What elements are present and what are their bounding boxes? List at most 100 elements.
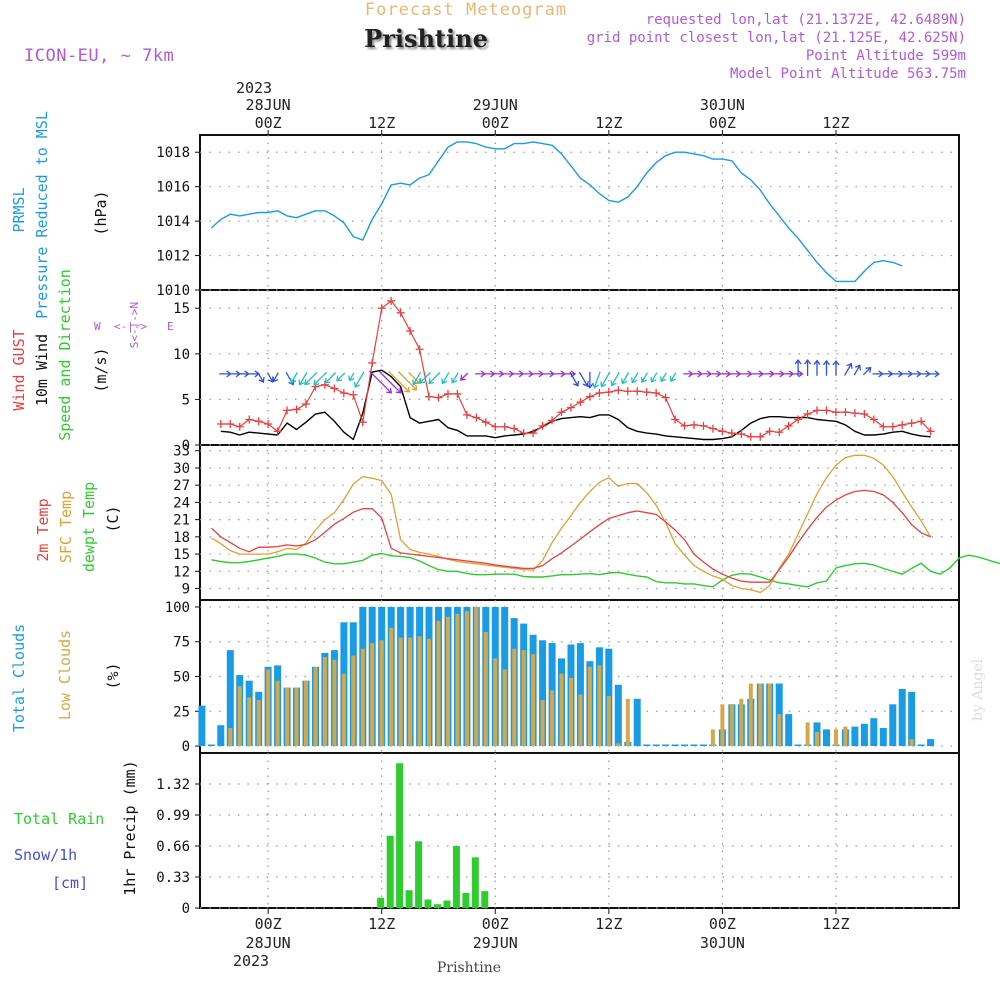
clouds-tick-label: 0: [182, 739, 190, 755]
point-altitude: Point Altitude 599m: [806, 48, 966, 64]
pressure-unit-label: (hPa): [92, 190, 110, 235]
clouds-tick-label: 25: [173, 704, 190, 720]
watermark: by Angel: [970, 658, 986, 721]
top-axis-year: 2023: [236, 79, 272, 97]
gust-marker: [301, 399, 310, 408]
total-cloud-bar: [633, 698, 641, 747]
wind-direction-arrow: [460, 372, 469, 381]
gust-marker: [831, 408, 840, 417]
gust-marker: [273, 427, 282, 436]
total-cloud-bar: [576, 643, 584, 746]
total-cloud-bar: [785, 714, 793, 747]
low-cloud-bar: [370, 643, 375, 746]
requested-coords: requested lon,lat (21.1372E, 42.6489N): [646, 12, 966, 28]
rain-bar: [443, 900, 451, 908]
gust-marker: [585, 392, 594, 401]
snow-label: Snow/1h: [14, 846, 77, 864]
wind-direction-arrow: [441, 372, 450, 385]
gust-marker: [557, 408, 566, 417]
rain-bar: [415, 841, 423, 908]
rain-bar: [396, 763, 404, 908]
low-cloud-bar: [360, 648, 365, 747]
total-cloud-bar: [614, 684, 622, 746]
low-cloud-bar: [256, 700, 261, 746]
low-cloud-bar: [247, 697, 252, 747]
wind-direction-arrow: [578, 371, 589, 388]
top-axis-hour: 00Z: [709, 114, 736, 132]
low-cloud-bar: [578, 694, 583, 747]
precipitation-tick-label: 0: [182, 901, 190, 917]
total-rain-label: Total Rain: [14, 810, 104, 828]
wind-direction-arrow: [522, 370, 534, 378]
wind-tick-label: 10: [173, 347, 190, 363]
wind-direction-arrow: [721, 370, 732, 378]
wind-direction-arrow: [336, 372, 346, 382]
gust-marker: [879, 422, 888, 431]
sfc-temp-line: [211, 454, 932, 594]
low-cloud-bar: [569, 677, 573, 747]
top-axis-date: 29JUN: [473, 96, 518, 114]
low-cloud-bar: [758, 683, 763, 747]
top-axis-date: 28JUN: [246, 96, 291, 114]
low-cloud-bar: [493, 658, 498, 746]
rain-bar: [481, 891, 489, 908]
gust-marker: [330, 384, 339, 393]
bottom-axis-hour: 00Z: [709, 915, 736, 933]
low-cloud-bar: [313, 666, 318, 747]
top-axis-hour: 12Z: [595, 114, 622, 132]
wind-direction-arrow: [586, 371, 594, 389]
wind-direction-arrow: [397, 371, 418, 391]
clouds-panel: Total Clouds Low Clouds (%) by Angel 0 25…: [10, 600, 986, 755]
low-cloud-bar: [332, 659, 337, 746]
wind-direction-arrow: [919, 370, 931, 378]
low-cloud-bar: [341, 673, 346, 746]
wind-direction-arrow: [853, 364, 862, 376]
low-cloud-bar: [228, 728, 233, 747]
wind-direction-arrow: [669, 372, 677, 383]
bottom-axis-hour: 12Z: [368, 915, 395, 933]
total-cloud-bar: [889, 704, 897, 746]
temperature-tick-label: 18: [173, 530, 190, 546]
wind-direction-arrow: [298, 371, 308, 386]
low-cloud-bar: [464, 611, 469, 746]
wind-direction-arrow: [304, 371, 318, 386]
wind-direction-arrow: [786, 370, 804, 378]
bottom-axis-hour: 12Z: [822, 915, 849, 933]
wind-direction-arrow: [650, 372, 658, 383]
rain-bar: [424, 899, 432, 908]
low-cloud-bar: [909, 739, 914, 747]
legend-vertical-arrow: <-|->: [128, 308, 141, 341]
wind-direction-arrow: [631, 372, 639, 384]
low-cloud-bar: [389, 627, 394, 746]
gust-marker: [415, 345, 424, 354]
temperature-tick-label: 24: [173, 495, 190, 511]
gust-marker: [898, 420, 907, 429]
gust-marker: [794, 415, 803, 424]
gust-marker: [349, 390, 358, 399]
low-cloud-bar: [521, 650, 526, 747]
wind-direction-arrow: [353, 371, 365, 388]
wind-direction-arrow: [290, 372, 298, 384]
low-cloud-bar: [408, 637, 413, 747]
total-cloud-bar: [823, 729, 830, 747]
dewpoint-line: [211, 552, 1000, 588]
wind-direction-arrow: [832, 360, 840, 376]
model-label: ICON-EU, ~ 7km: [24, 46, 174, 66]
gust-marker: [642, 388, 651, 397]
low-cloud-bar: [767, 683, 772, 747]
temperature-tick-label: 9: [182, 582, 190, 598]
total-cloud-bar: [226, 650, 234, 747]
temperature-tick-label: 30: [173, 461, 190, 477]
low-cloud-bar: [720, 704, 725, 746]
low-cloud-bar: [483, 632, 488, 747]
gust-marker: [850, 409, 859, 418]
total-cloud-bar: [652, 744, 660, 746]
panel-frame: [199, 289, 960, 446]
wind-direction-arrow: [324, 372, 337, 384]
pressure-panel: PRMSL Pressure Reduced to MSL (hPa) 1010…: [10, 111, 959, 319]
wind-direction-arrow: [475, 370, 486, 378]
wind-direction-arrow: [621, 372, 630, 385]
low-cloud-bar: [606, 696, 611, 747]
wind-direction-arrow: [711, 370, 722, 378]
gust-marker: [860, 410, 869, 418]
